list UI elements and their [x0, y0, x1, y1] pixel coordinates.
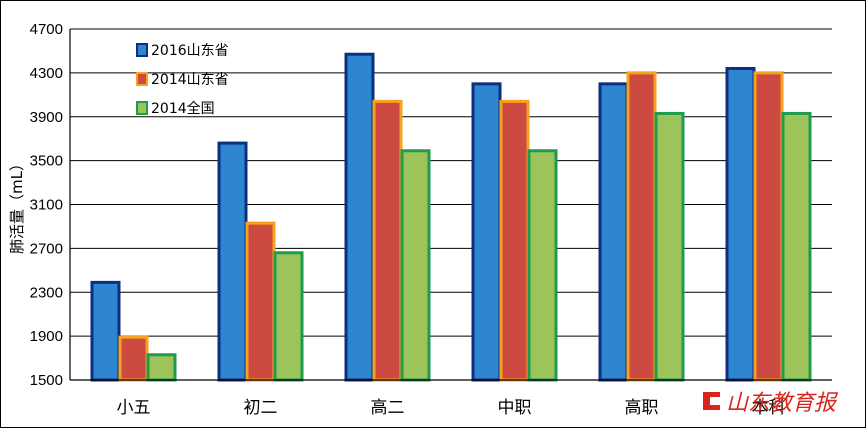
bar-group — [90, 52, 812, 382]
bar — [344, 52, 375, 382]
legend-swatch — [136, 72, 148, 86]
legend-label: 2014全国 — [151, 100, 215, 117]
x-category-label: 小五 — [117, 398, 151, 418]
bar — [245, 221, 276, 382]
bar — [273, 251, 304, 382]
x-category-labels: 小五 初二 高二 中职 高职 本科 — [117, 398, 786, 418]
y-axis-label: 肺活量（mL） — [8, 156, 26, 254]
bar — [90, 280, 121, 382]
x-category-label: 中职 — [498, 398, 532, 418]
bar — [725, 66, 756, 382]
bar — [118, 335, 149, 382]
bar — [400, 149, 431, 382]
bar — [146, 353, 177, 382]
x-category-label: 初二 — [244, 398, 278, 418]
y-tick-label: 2700 — [30, 240, 63, 257]
grid-lines — [70, 28, 832, 337]
bar — [217, 141, 248, 382]
legend-swatch — [136, 101, 148, 115]
watermark-text: 山东教育报 — [726, 391, 839, 416]
y-tick-label: 4700 — [30, 21, 63, 38]
legend-swatch — [136, 43, 148, 57]
x-category-label: 高二 — [371, 398, 405, 418]
x-category-label: 本科 — [752, 398, 786, 418]
y-tick-label: 2300 — [30, 284, 63, 301]
y-tick-label: 1500 — [30, 372, 63, 389]
y-tick-labels: 1500 1900 2300 2700 3100 3500 3900 4300 4700 — [30, 21, 63, 389]
watermark-logo-icon — [703, 392, 720, 410]
bar — [753, 71, 784, 382]
axes — [69, 29, 832, 381]
legend-label: 2014山东省 — [151, 72, 229, 88]
bar — [372, 99, 403, 382]
watermark: 山东教育报 — [703, 391, 839, 416]
y-tick-label: 3100 — [30, 197, 63, 214]
y-tick-label: 1900 — [30, 328, 63, 345]
bar — [654, 111, 685, 382]
x-category-label: 高职 — [625, 398, 659, 418]
y-tick-label: 3900 — [30, 109, 63, 126]
legend: 2016山东省 2014山东省 2014全国 — [136, 43, 229, 117]
y-tick-label: 3500 — [30, 153, 63, 170]
bar — [471, 82, 502, 382]
bar — [626, 71, 657, 382]
bar — [598, 82, 629, 382]
bar — [499, 99, 530, 382]
y-tick-label: 4300 — [30, 65, 63, 82]
bar — [527, 149, 558, 382]
bar — [781, 111, 812, 382]
legend-label: 2016山东省 — [151, 43, 229, 59]
